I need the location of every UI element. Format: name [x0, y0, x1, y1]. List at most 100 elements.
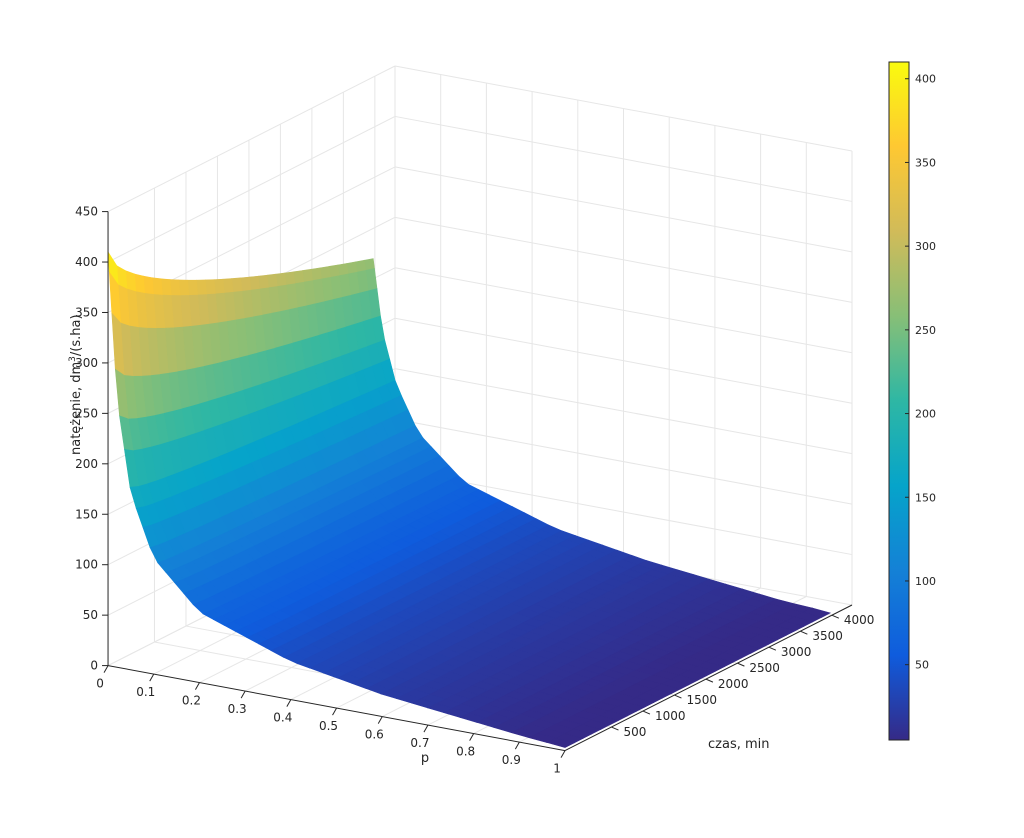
time-tick-mark: [642, 710, 651, 715]
p-tick-label: 0.9: [502, 753, 521, 767]
surface-patch: [546, 737, 575, 748]
surface-patch: [187, 279, 199, 296]
colorbar-tick-label: 150: [915, 491, 936, 504]
surface-patch: [319, 266, 331, 280]
z-tick-label: 0: [90, 659, 98, 673]
time-tick-label: 3000: [781, 645, 812, 659]
time-tick-label: 500: [623, 725, 646, 739]
colorbar-tick-label: 50: [915, 659, 929, 672]
z-tick-label: 300: [75, 356, 98, 370]
surface-patch: [293, 270, 305, 285]
time-tick-mark: [737, 662, 745, 667]
colorbar-bar: [888, 61, 910, 741]
surface-patch: [328, 264, 340, 278]
grid-line-left-horizontal: [107, 115, 396, 263]
surface-patch: [275, 272, 287, 287]
surface-patch: [302, 268, 313, 283]
p-tick-mark: [560, 750, 566, 758]
time-tick-mark: [831, 614, 840, 619]
p-tick-label: 0.8: [456, 745, 475, 759]
colorbar-tick-label: 200: [915, 408, 936, 421]
surface-patch: [178, 279, 190, 296]
p-tick-label: 0.5: [319, 719, 338, 733]
surface-patch: [249, 275, 260, 291]
p-tick-label: 0.2: [182, 694, 201, 708]
z-tick-label: 250: [75, 406, 98, 420]
grid-line-back-horizontal: [394, 368, 853, 455]
surface-patch: [169, 279, 181, 296]
colorbar-tick-label: 350: [915, 156, 936, 169]
surface-patch: [266, 273, 278, 289]
surface-patch: [284, 271, 296, 286]
time-tick-mark: [800, 630, 808, 635]
p-tick-mark: [377, 716, 383, 724]
surface-patch: [151, 277, 163, 296]
p-tick-mark: [514, 741, 520, 750]
axis-ticks: 0 50 100 150 200 250 300 350 400 450 0 0.1 0.2 0.3 0.4…: [75, 205, 874, 776]
time-tick-mark: [768, 646, 777, 651]
surface-patch: [257, 274, 269, 290]
p-tick-mark: [103, 665, 109, 673]
z-tick-label: 200: [75, 457, 98, 471]
z-tick-label: 150: [75, 507, 98, 521]
p-tick-label: 0.4: [273, 711, 292, 725]
p-tick-mark: [469, 733, 475, 741]
grid-line-left-horizontal: [107, 65, 396, 213]
p-tick-mark: [332, 707, 337, 716]
time-tick-label: 4000: [844, 613, 875, 627]
p-tick-label: 0.3: [228, 702, 247, 716]
surface-patch: [204, 279, 216, 295]
z-tick-label: 350: [75, 305, 98, 319]
time-tick-label: 2000: [718, 677, 749, 691]
time-tick-label: 1000: [655, 709, 686, 723]
time-tick-label: 3500: [812, 629, 843, 643]
z-tick-label: 100: [75, 558, 98, 572]
p-tick-label: 0.6: [365, 728, 384, 742]
grid-line-back-horizontal: [394, 115, 853, 202]
z-tick-label: 450: [75, 205, 98, 219]
z-tick-label: 50: [83, 608, 98, 622]
z-axis-title-sup: 3: [68, 356, 78, 362]
z-tick-label: 400: [75, 255, 98, 269]
grid-line-back-horizontal: [394, 267, 853, 354]
p-tick-label: 0.7: [410, 736, 429, 750]
p-tick-mark: [286, 699, 292, 707]
colorbar-tick-label: 250: [915, 324, 936, 337]
p-tick-mark: [423, 724, 429, 733]
colorbar: 50 100 150 200 250 300 350 400: [888, 61, 936, 741]
p-axis-title: p: [421, 751, 429, 766]
surface-patch: [134, 273, 145, 294]
grid-line-back-horizontal: [394, 65, 853, 152]
p-tick-mark: [240, 690, 246, 699]
time-tick-label: 2500: [749, 661, 780, 675]
surface-patch: [311, 267, 322, 281]
time-axis-title: czas, min: [708, 737, 770, 752]
surface-patch: [196, 279, 207, 296]
time-axis-line: [564, 604, 853, 752]
surface-patch: [143, 275, 154, 295]
grid-line-back-horizontal: [394, 216, 853, 303]
colorbar-tick-label: 400: [915, 73, 936, 86]
grid-line-back-horizontal: [394, 469, 853, 556]
surface: [107, 250, 832, 748]
z-axis-title-main: natężenie, dm: [69, 362, 84, 455]
p-tick-label: 1: [553, 762, 561, 776]
time-tick-mark: [674, 694, 682, 699]
surface-patch: [231, 277, 243, 293]
grid-line-back-horizontal: [394, 317, 853, 404]
p-tick-label: 0: [96, 677, 104, 691]
surface-patch: [222, 278, 234, 294]
p-tick-mark: [149, 673, 155, 682]
surface-patch: [160, 278, 172, 296]
grid-line-back-horizontal: [394, 166, 853, 253]
p-tick-mark: [195, 682, 200, 690]
surface-patch: [346, 261, 358, 275]
grid-line-back-horizontal: [394, 418, 853, 505]
surface-patch: [337, 263, 349, 277]
surface-patch: [240, 276, 252, 292]
surface-patch: [213, 278, 225, 295]
time-tick-mark: [705, 678, 714, 683]
time-tick-label: 1500: [686, 693, 717, 707]
